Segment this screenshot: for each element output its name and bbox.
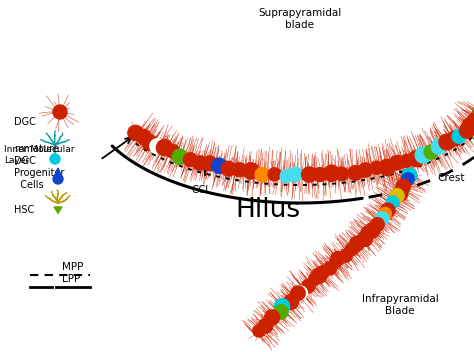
Circle shape	[393, 186, 408, 201]
Circle shape	[193, 156, 207, 170]
Circle shape	[274, 299, 290, 314]
Circle shape	[402, 168, 417, 183]
Circle shape	[291, 286, 305, 300]
Circle shape	[467, 114, 474, 128]
Circle shape	[156, 139, 173, 156]
Circle shape	[329, 256, 341, 268]
Circle shape	[273, 305, 288, 319]
Circle shape	[370, 161, 383, 174]
Circle shape	[386, 196, 399, 208]
Circle shape	[313, 168, 327, 182]
Circle shape	[357, 231, 373, 246]
Circle shape	[452, 130, 466, 143]
Circle shape	[345, 243, 358, 256]
Circle shape	[142, 135, 157, 150]
Circle shape	[400, 155, 413, 168]
Circle shape	[50, 154, 60, 164]
Circle shape	[379, 207, 392, 220]
Circle shape	[293, 286, 308, 300]
Circle shape	[358, 163, 373, 177]
Text: MPP: MPP	[62, 262, 83, 272]
Circle shape	[324, 165, 340, 181]
Circle shape	[258, 319, 273, 333]
Circle shape	[431, 139, 447, 154]
Text: Progenitor
  Cells: Progenitor Cells	[14, 168, 64, 190]
Circle shape	[375, 212, 389, 226]
Circle shape	[316, 266, 329, 279]
Circle shape	[390, 156, 404, 170]
Circle shape	[253, 325, 265, 337]
Circle shape	[459, 123, 474, 138]
Circle shape	[268, 168, 281, 181]
Circle shape	[311, 268, 327, 283]
Text: mmature
DGC: mmature DGC	[14, 144, 59, 166]
Circle shape	[166, 144, 180, 158]
Circle shape	[439, 134, 455, 150]
Circle shape	[302, 279, 315, 293]
Circle shape	[371, 218, 384, 231]
Circle shape	[202, 156, 217, 171]
Circle shape	[211, 158, 227, 174]
Text: Inner Molecular
Layer: Inner Molecular Layer	[4, 145, 74, 165]
Text: HSC: HSC	[14, 205, 34, 215]
Circle shape	[136, 129, 151, 144]
Circle shape	[255, 168, 269, 182]
Circle shape	[447, 131, 462, 146]
Circle shape	[172, 149, 187, 164]
Circle shape	[409, 151, 424, 166]
Polygon shape	[54, 207, 62, 213]
Text: DGC: DGC	[14, 117, 36, 127]
Circle shape	[53, 174, 63, 184]
Circle shape	[335, 167, 348, 181]
Circle shape	[348, 166, 363, 180]
Circle shape	[280, 170, 293, 183]
Text: GCL: GCL	[192, 185, 212, 195]
Circle shape	[323, 262, 337, 275]
Circle shape	[349, 241, 361, 253]
Circle shape	[301, 167, 317, 182]
Circle shape	[339, 249, 352, 262]
Text: Crest: Crest	[438, 173, 465, 183]
Text: LPP: LPP	[62, 274, 80, 284]
Circle shape	[350, 236, 365, 251]
Circle shape	[53, 105, 67, 119]
Circle shape	[472, 108, 474, 122]
Circle shape	[150, 139, 164, 153]
Circle shape	[221, 161, 236, 176]
Circle shape	[331, 252, 345, 265]
Circle shape	[390, 189, 404, 203]
Circle shape	[424, 145, 438, 159]
Circle shape	[381, 203, 395, 218]
Polygon shape	[55, 168, 61, 175]
Circle shape	[233, 163, 246, 177]
Text: Suprapyramidal
blade: Suprapyramidal blade	[258, 8, 342, 30]
Circle shape	[415, 147, 431, 163]
Circle shape	[365, 223, 380, 238]
Circle shape	[243, 163, 259, 179]
Circle shape	[379, 159, 395, 175]
Circle shape	[183, 153, 197, 167]
Circle shape	[264, 310, 280, 325]
Circle shape	[396, 179, 410, 194]
Circle shape	[289, 167, 302, 181]
Circle shape	[361, 226, 374, 239]
Circle shape	[283, 295, 298, 309]
Text: Infrapyramidal
Blade: Infrapyramidal Blade	[362, 294, 438, 316]
Circle shape	[401, 172, 414, 186]
Circle shape	[309, 273, 321, 285]
Circle shape	[462, 118, 474, 132]
Text: Hilus: Hilus	[235, 197, 300, 223]
Circle shape	[128, 125, 143, 140]
